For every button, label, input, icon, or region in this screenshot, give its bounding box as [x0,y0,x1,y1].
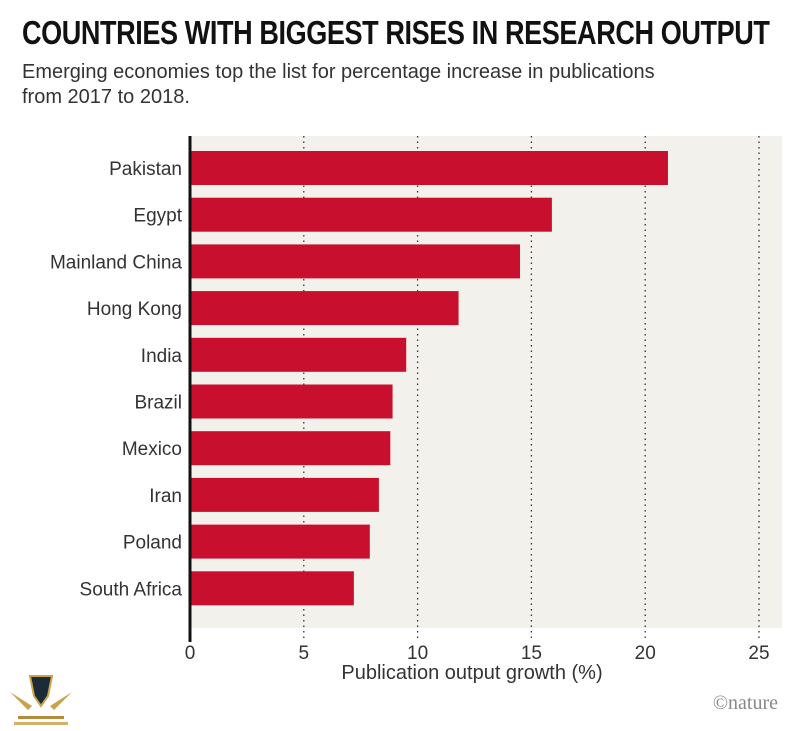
bar-poland [190,524,370,559]
bar-india [190,337,407,372]
x-tick-label: 0 [185,643,196,664]
y-category-label: Hong Kong [87,299,182,320]
y-category-label: Pakistan [109,159,182,180]
bar-iran [190,477,379,512]
x-tick-label: 25 [748,643,769,664]
y-category-label: Iran [149,486,182,507]
x-tick-label: 10 [407,643,428,664]
bar-south-africa [190,571,354,606]
bar-pakistan [190,151,668,185]
y-category-label: India [141,346,183,367]
bar-egypt [190,197,552,232]
y-category-label: Mainland China [50,252,182,273]
watermark-logo-icon [10,675,72,725]
x-tick-label: 15 [521,643,542,664]
bar-brazil [190,384,393,419]
x-tick-label: 20 [635,643,656,664]
y-category-label: South Africa [80,579,183,600]
bar-hong-kong [190,291,459,326]
y-category-label: Brazil [134,393,182,414]
bar-mexico [190,431,391,466]
nature-credit: ©nature [712,692,778,714]
bar-mainland-china [190,244,521,279]
x-tick-label: 5 [299,643,310,664]
y-category-label: Poland [123,533,182,554]
x-axis-label: Publication output growth (%) [341,662,602,684]
chart-subtitle: Emerging economies top the list for perc… [22,61,655,108]
chart-title: COUNTRIES WITH BIGGEST RISES IN RESEARCH… [22,14,770,51]
y-category-label: Mexico [122,439,182,460]
y-category-label: Egypt [133,206,182,227]
